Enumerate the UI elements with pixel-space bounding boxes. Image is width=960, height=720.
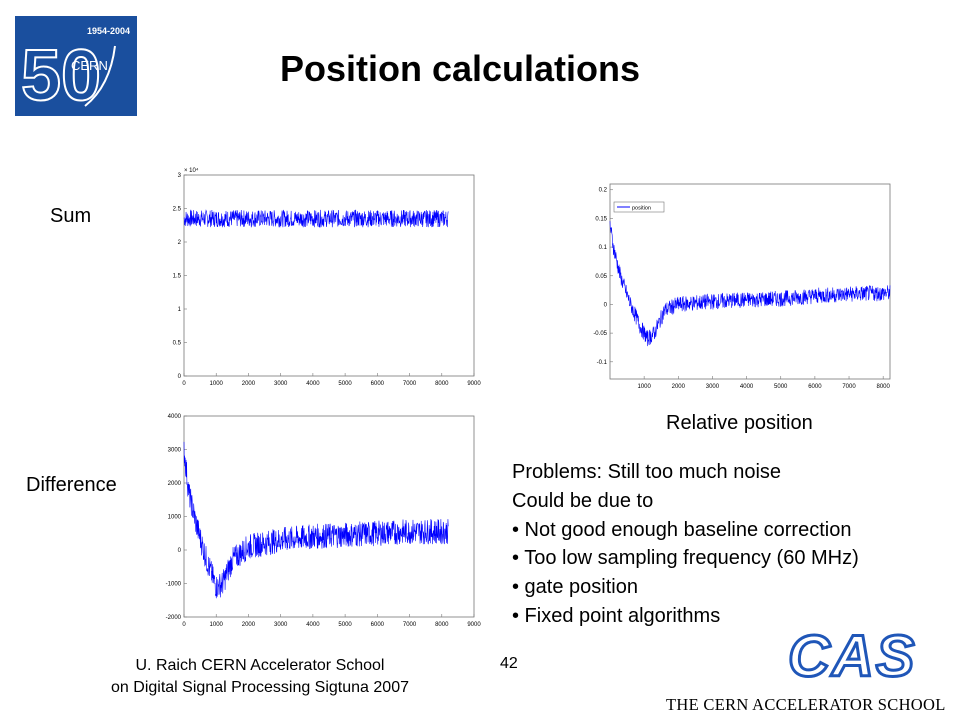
difference-y-tick-label: 2000 — [168, 481, 182, 487]
difference-y-tick-label: 0 — [178, 548, 182, 554]
sum-x-tick-label: 9000 — [467, 381, 481, 387]
cern-50-logo: 1954-2004 50 CERN — [15, 16, 137, 117]
sum-label: Sum — [50, 205, 92, 227]
relative-position-x-tick-label: 7000 — [842, 384, 856, 390]
footer-author: U. Raich CERN Accelerator School on Digi… — [70, 655, 450, 699]
logo-years: 1954-2004 — [87, 26, 130, 36]
difference-x-tick-label: 1000 — [210, 622, 224, 628]
problems-line: • Fixed point algorithms — [512, 604, 721, 627]
difference-series-line — [183, 441, 449, 599]
sum-plot-frame — [183, 174, 475, 377]
relative-position-y-tick-label: 0.15 — [595, 216, 607, 222]
sum-x-tick-label: 1000 — [210, 381, 224, 387]
relative-position-chart: 1000 2000 3000 4000 5000 6000 7000 8000 -0.1 -0.0… — [593, 183, 891, 390]
difference-x-tick-label: 3000 — [274, 622, 288, 628]
logo-number: 50 — [21, 36, 101, 116]
legend-box — [613, 201, 665, 213]
footer-author-line1: U. Raich CERN Accelerator School — [135, 657, 385, 674]
sum-y-tick-label: 2.5 — [173, 207, 182, 213]
sum-y-tick-label: 2 — [178, 240, 182, 246]
cas-logo-text: CAS — [788, 626, 916, 686]
relative-position-y-tick-label: 0.1 — [599, 245, 608, 251]
problems-line: • Not good enough baseline correction — [512, 518, 852, 541]
relative-position-x-tick-label: 1000 — [637, 384, 651, 390]
difference-plot-frame — [183, 415, 475, 618]
problems-line: Problems: Still too much noise — [512, 461, 782, 483]
relative-position-x-tick-label: 3000 — [706, 384, 720, 390]
sum-y-multiplier: × 10⁴ — [184, 167, 199, 174]
sum-y-tick-label: 0 — [178, 374, 182, 380]
sum-x-tick-label: 0 — [182, 381, 186, 387]
page-number: 42 — [500, 655, 518, 672]
footer-author-line2: on Digital Signal Processing Sigtuna 200… — [111, 679, 409, 696]
sum-x-tick-label: 2000 — [242, 381, 256, 387]
relative-position-plot-frame — [609, 183, 891, 380]
relative-position-y-tick-label: 0.05 — [595, 274, 607, 280]
difference-x-tick-label: 4000 — [306, 622, 320, 628]
difference-y-tick-label: -2000 — [166, 615, 182, 621]
sum-chart: 0 1000 2000 3000 4000 5000 6000 7000 8000 9000 0 0.… — [173, 167, 482, 387]
slide-title: Position calculations — [279, 48, 641, 89]
cern-50-logo-graphic: 1954-2004 50 CERN — [20, 26, 130, 117]
difference-chart: 0 1000 2000 3000 4000 5000 6000 7000 8000 9000 -20… — [166, 414, 482, 628]
relative-position-x-tick-label: 8000 — [876, 384, 890, 390]
relative-position-y-tick-label: 0 — [604, 302, 608, 308]
relative-position-x-tick-label: 4000 — [740, 384, 754, 390]
sum-y-tick-label: 1 — [178, 307, 182, 313]
sum-y-tick-label: 1.5 — [173, 274, 182, 280]
sum-y-tick-label: 0.5 — [173, 341, 182, 347]
problems-line: Could be due to — [512, 489, 654, 512]
relative-position-x-tick-label: 5000 — [774, 384, 788, 390]
relative-position-legend: position — [613, 201, 665, 213]
legend-entry-position: position — [632, 206, 651, 212]
difference-x-tick-label: 9000 — [467, 622, 481, 628]
school-name: THE CERN ACCELERATOR SCHOOL — [666, 695, 946, 714]
sum-x-tick-label: 4000 — [306, 381, 320, 387]
difference-x-tick-label: 0 — [182, 622, 186, 628]
sum-x-tick-label: 5000 — [338, 381, 352, 387]
sum-x-tick-label: 3000 — [274, 381, 288, 387]
logo-org: CERN — [71, 58, 108, 73]
problems-line: • gate position — [512, 576, 638, 599]
cas-logo: CAS — [787, 626, 916, 686]
difference-y-tick-label: 1000 — [168, 515, 182, 521]
difference-x-tick-label: 2000 — [242, 622, 256, 628]
relative-position-x-tick-label: 6000 — [808, 384, 822, 390]
difference-x-tick-label: 5000 — [338, 622, 352, 628]
sum-y-tick-label: 3 — [178, 173, 182, 179]
relative-position-y-tick-label: -0.1 — [597, 360, 608, 366]
difference-label: Difference — [26, 474, 117, 496]
difference-y-tick-label: 4000 — [168, 414, 182, 420]
sum-series-line — [183, 209, 449, 228]
relative-position-y-tick-label: -0.05 — [593, 331, 607, 337]
difference-x-tick-label: 8000 — [435, 622, 449, 628]
difference-x-tick-label: 7000 — [403, 622, 417, 628]
relative-position-x-tick-label: 2000 — [672, 384, 686, 390]
relative-position-y-tick-label: 0.2 — [599, 188, 608, 194]
difference-y-tick-label: 3000 — [168, 448, 182, 454]
problems-line: • Too low sampling frequency (60 MHz) — [512, 547, 859, 570]
logo-swoosh — [84, 45, 116, 107]
problems-list: Problems: Still too much noise Could be … — [512, 458, 859, 631]
difference-x-tick-label: 6000 — [371, 622, 385, 628]
sum-x-tick-label: 8000 — [435, 381, 449, 387]
relative-position-label: Relative position — [666, 412, 813, 434]
difference-y-tick-label: -1000 — [166, 582, 182, 588]
relative-position-series-line — [609, 221, 891, 347]
sum-x-tick-label: 7000 — [403, 381, 417, 387]
sum-x-tick-label: 6000 — [371, 381, 385, 387]
